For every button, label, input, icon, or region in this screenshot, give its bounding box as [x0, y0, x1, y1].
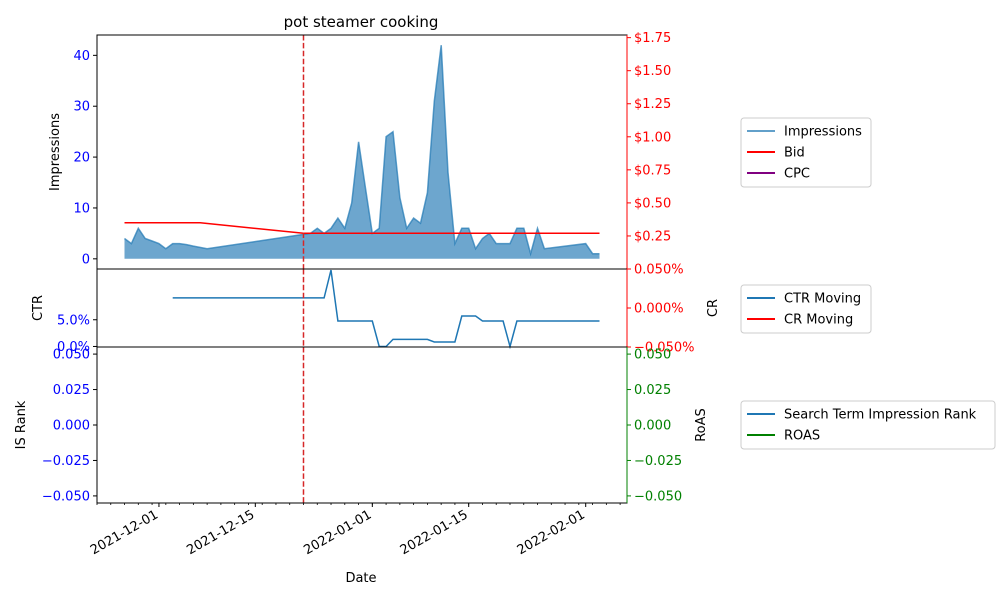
- legend-label: CR Moving: [784, 313, 853, 328]
- x-tick-label: 2021-12-15: [184, 507, 257, 558]
- y-tick-label: −0.025: [42, 454, 90, 469]
- legend-label: CTR Moving: [784, 292, 861, 307]
- y2-tick-label: 0.000: [634, 419, 671, 434]
- legend-label: CPC: [784, 167, 810, 182]
- panel-frame: [96, 346, 628, 504]
- middle-panel: 0.0% 5.0% −0.050% 0.000% 0.050% CTR CR: [31, 263, 721, 356]
- bid-line: [124, 221, 600, 235]
- y2-tick-label: $0.75: [634, 163, 671, 178]
- y2-tick-label: 0.025: [634, 383, 671, 398]
- y-tick-label: 20: [73, 151, 90, 166]
- x-axis-label: Date: [345, 571, 376, 586]
- legend-label: ROAS: [784, 429, 820, 444]
- y2-tick-label: 0.050: [634, 348, 671, 363]
- top-panel: 0 10 20 30 40 $0.25 $0.50 $0.75 $1.00 $1.25 $1.50 $…: [48, 31, 671, 270]
- y2-tick-label: $1.25: [634, 97, 671, 112]
- y-tick-label: −0.050: [42, 489, 90, 504]
- y2-tick-label: −0.050: [634, 489, 682, 504]
- x-tick-label: 2022-01-01: [301, 507, 374, 558]
- y2-tick-label: 0.050%: [634, 263, 684, 278]
- impressions-area: [124, 45, 600, 259]
- y-tick-label: 0.0%: [57, 340, 90, 355]
- legend-label: Search Term Impression Rank: [784, 408, 977, 423]
- y-tick-label: 0.025: [53, 383, 90, 398]
- y2-tick-label: −0.025: [634, 454, 682, 469]
- y2-tick-label: −0.050%: [634, 341, 694, 356]
- legend-label: Bid: [784, 146, 805, 161]
- ctr-moving-line: [172, 269, 600, 350]
- y2-tick-label: $1.00: [634, 130, 671, 145]
- x-tick-label: 2022-01-15: [398, 507, 471, 558]
- y2-axis-label: RoAS: [694, 408, 709, 442]
- legend-frame: [740, 400, 996, 450]
- y-tick-label: 0: [82, 252, 90, 267]
- x-tick-label: 2021-12-01: [88, 507, 161, 558]
- y-tick-label: 40: [73, 49, 90, 64]
- y-tick-label: 5.0%: [57, 313, 90, 328]
- y-tick-label: 0.050: [53, 348, 90, 363]
- y2-tick-label: $0.25: [634, 229, 671, 244]
- legend-top: Impressions Bid CPC: [740, 117, 872, 188]
- y2-tick-label: 0.000%: [634, 302, 684, 317]
- legend-middle: CTR Moving CR Moving: [740, 284, 872, 334]
- legend-frame: [740, 117, 872, 188]
- y2-tick-label: $1.50: [634, 64, 671, 79]
- y-axis-label: IS Rank: [14, 400, 29, 449]
- y2-tick-label: $1.75: [634, 31, 671, 46]
- y-tick-label: 0.000: [53, 419, 90, 434]
- x-axis: 2021-12-01 2021-12-15 2022-01-01 2022-01-15…: [88, 503, 621, 558]
- chart-title: pot steamer cooking: [284, 13, 439, 31]
- y-axis-label: CTR: [31, 295, 46, 321]
- panel-frame: [96, 268, 628, 348]
- y-tick-label: 10: [73, 201, 90, 216]
- y-axis-label: Impressions: [48, 113, 63, 191]
- legend-bottom: Search Term Impression Rank ROAS: [740, 400, 996, 450]
- y2-tick-label: $0.50: [634, 196, 671, 211]
- x-tick-label: 2022-02-01: [515, 507, 588, 558]
- legend-label: Impressions: [784, 125, 862, 140]
- y-tick-label: 30: [73, 100, 90, 115]
- bottom-panel: −0.050 −0.025 0.000 0.025 0.050 −0.050 −0.025 0…: [14, 346, 709, 504]
- impressions-line: [124, 45, 600, 257]
- y2-axis-label: CR: [706, 299, 721, 317]
